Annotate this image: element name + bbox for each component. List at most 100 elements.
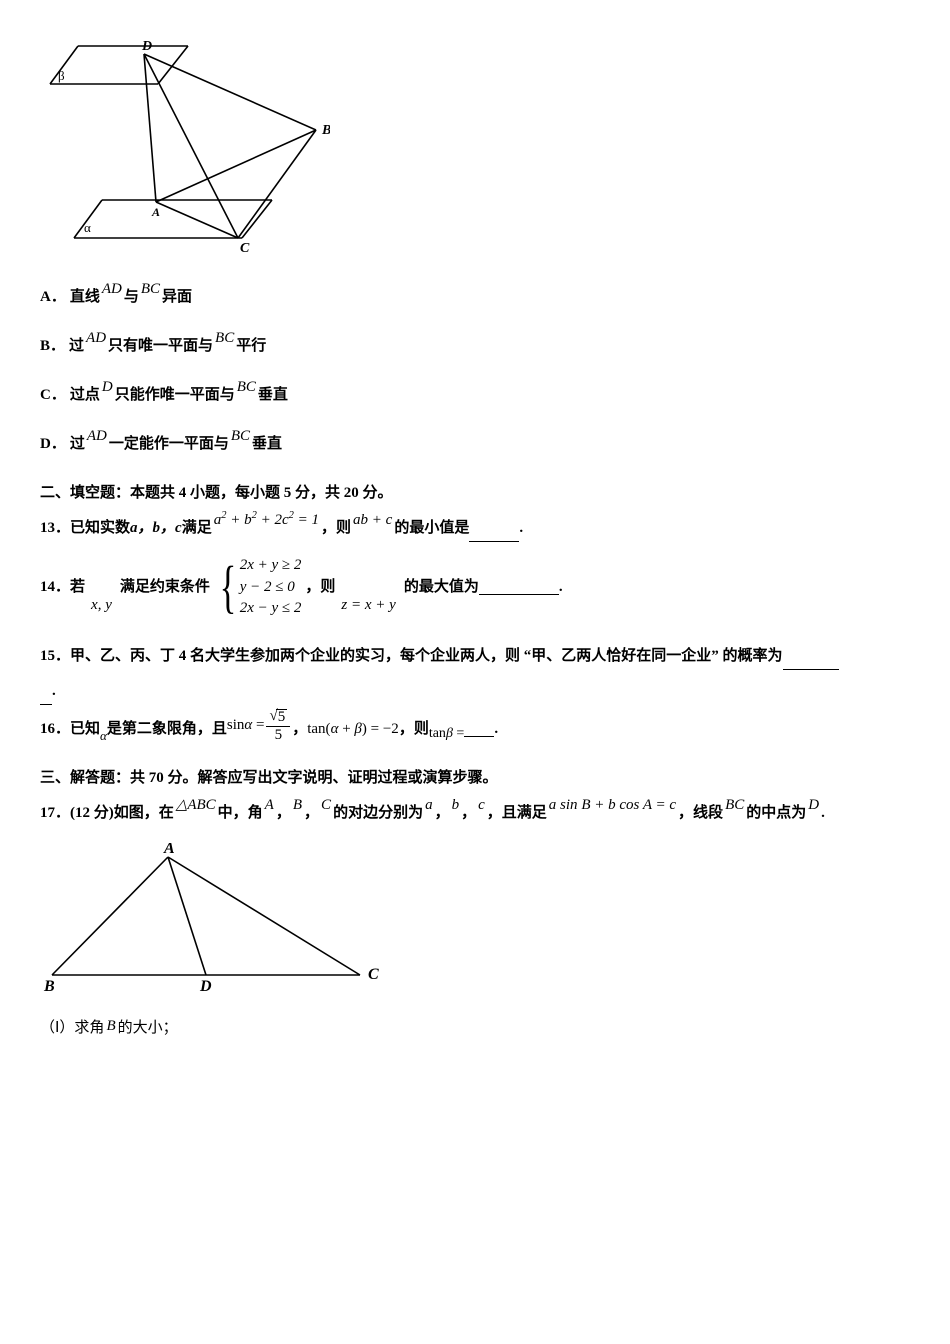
option-d-pre: 过 [70, 431, 85, 458]
svg-text:C: C [240, 241, 250, 254]
q14-mid: 满足约束条件 [120, 574, 210, 601]
svg-text:C: C [368, 966, 379, 983]
q17-b: b [452, 792, 460, 819]
q17-sep4: ， [461, 800, 476, 827]
svg-text:D: D [199, 978, 212, 995]
svg-text:B: B [321, 123, 330, 138]
q14-z: z = x + y [341, 592, 395, 619]
q13-mid: 满足 [182, 515, 212, 542]
option-d-label: D． [40, 431, 66, 458]
option-d-mid: 一定能作一平面与 [109, 431, 229, 458]
q14-c2: y − 2 ≤ 0 [240, 578, 302, 598]
q14-c3: 2x − y ≤ 2 [240, 599, 302, 619]
option-c-mid: 只能作唯一平面与 [115, 382, 235, 409]
triangle-figure-2: ABDC [40, 843, 910, 1005]
option-d-post: 垂直 [252, 431, 282, 458]
q16-tan-expr: tan(α + β) = −2 [307, 716, 399, 743]
svg-text:D: D [141, 40, 152, 54]
q15-period: . [52, 678, 56, 705]
q17-mid3: ，且满足 [487, 800, 547, 827]
q17-sep1: ， [276, 800, 291, 827]
q16-sin-expr: sinα = √5 5 [227, 709, 292, 743]
q14-num: 14． [40, 574, 70, 601]
option-a-BC: BC [141, 276, 160, 303]
q15-blank2 [40, 690, 52, 705]
option-b-mid: 只有唯一平面与 [108, 333, 213, 360]
q17-num: 17．(12 分) [40, 800, 114, 827]
q17-mid5: 的中点为 [746, 800, 806, 827]
q15-blank [783, 655, 839, 670]
q14-then: ，则 [305, 574, 335, 601]
left-brace-icon: { [219, 558, 236, 616]
q16-then: ，则 [399, 716, 429, 743]
option-c-post: 垂直 [258, 382, 288, 409]
q14-c1: 2x + y ≥ 2 [240, 556, 302, 576]
option-b-label: B． [40, 333, 65, 360]
option-c-pre: 过点 [70, 382, 100, 409]
q17-sep2: ， [304, 800, 319, 827]
q14-period: . [559, 574, 563, 601]
option-a-mid: 与 [124, 284, 139, 311]
question-14: 14． 若 x, y 满足约束条件 { 2x + y ≥ 2 y − 2 ≤ 0… [40, 556, 910, 619]
q17-mid4: ，线段 [678, 800, 723, 827]
q13-post: 的最小值是 [394, 515, 469, 542]
option-c: C． 过点 D 只能作唯一平面与 BC 垂直 [40, 382, 910, 409]
option-d: D． 过 AD 一定能作一平面与 BC 垂直 [40, 431, 910, 458]
option-c-label: C． [40, 382, 66, 409]
q17-pre: 如图，在 [114, 800, 174, 827]
q16-comma: ， [292, 716, 307, 743]
q17p1-B: B [106, 1013, 115, 1040]
q16-alpha: α [100, 724, 107, 747]
option-b-pre: 过 [69, 333, 84, 360]
q17-a: a [425, 792, 433, 819]
q16-period: . [494, 716, 498, 743]
svg-text:A: A [163, 843, 175, 857]
q17-tri: △ABC [176, 792, 216, 819]
option-b: B． 过 AD 只有唯一平面与 BC 平行 [40, 333, 910, 360]
q14-constraints: { 2x + y ≥ 2 y − 2 ≤ 0 2x − y ≤ 2 [214, 556, 302, 619]
geometry-figure-1: D B A Cα β [40, 40, 910, 264]
option-a-pre: 直线 [70, 284, 100, 311]
option-b-BC: BC [215, 325, 234, 352]
question-16: 16． 已知 α 是第二象限角，且 sinα = √5 5 ， tan(α + … [40, 713, 910, 747]
q14-blank [479, 580, 559, 595]
q17p1-text: （Ⅰ）求角 [40, 1015, 104, 1042]
q17-period: . [821, 800, 825, 827]
q15-num: 15． [40, 643, 70, 670]
q17-A: A [265, 792, 274, 819]
q16-mid1: 是第二象限角，且 [107, 716, 227, 743]
q14-pre: 若 [70, 574, 85, 601]
q17-eq: a sin B + b cos A = c [549, 792, 676, 819]
question-13: 13． 已知实数 a，b，c 满足 a2 + b2 + 2c2 = 1 ，则 a… [40, 515, 910, 542]
q13-pre: 已知实数 [70, 515, 130, 542]
figure2-svg: ABDC [40, 843, 380, 995]
q13-blank [469, 527, 519, 542]
option-a-label: A． [40, 284, 66, 311]
q17-c: c [478, 792, 485, 819]
option-a: A． 直线 AD 与 BC 异面 [40, 284, 910, 311]
q17-D: D [808, 792, 819, 819]
q13-then: ，则 [321, 515, 351, 542]
q16-blank [464, 722, 494, 737]
q17-C: C [321, 792, 331, 819]
section2-heading: 二、填空题：本题共 4 小题，每小题 5 分，共 20 分。 [40, 480, 910, 507]
svg-text:β: β [58, 68, 65, 83]
option-b-post: 平行 [236, 333, 266, 360]
q13-expr: ab + c [353, 507, 392, 534]
svg-text:α: α [84, 220, 91, 235]
option-c-BC: BC [237, 374, 256, 401]
q14-post: 的最大值为 [404, 574, 479, 601]
q17p1-post: 的大小； [118, 1015, 178, 1042]
q16-num: 16． [40, 716, 70, 743]
question-17: 17．(12 分) 如图，在 △ABC 中，角 A ， B ， C 的对边分别为… [40, 800, 910, 827]
figure1-svg: D B A Cα β [40, 40, 330, 254]
svg-text:A: A [151, 205, 160, 219]
q17-mid1: 中，角 [218, 800, 263, 827]
question-15-line2: . [40, 678, 910, 705]
option-d-BC: BC [231, 423, 250, 450]
q17-B: B [293, 792, 302, 819]
section3-heading: 三、解答题：共 70 分。解答应写出文字说明、证明过程或演算步骤。 [40, 765, 910, 792]
option-c-D: D [102, 374, 113, 401]
q17-mid2: 的对边分别为 [333, 800, 423, 827]
option-a-post: 异面 [162, 284, 192, 311]
